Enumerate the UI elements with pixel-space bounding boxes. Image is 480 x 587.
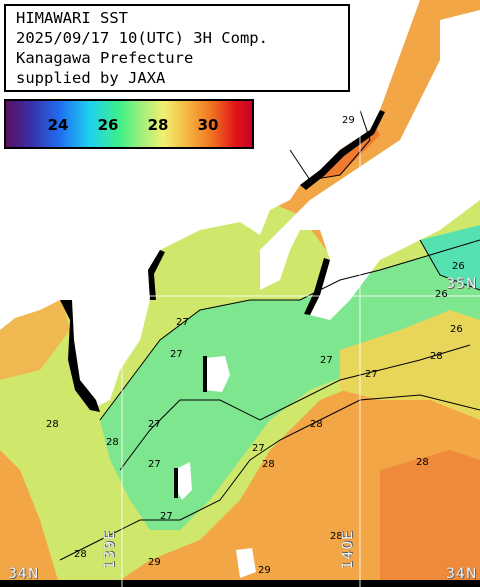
contour-label: 29 — [258, 565, 271, 576]
header-info-box: HIMAWARI SST 2025/09/17 10(UTC) 3H Comp.… — [4, 4, 350, 92]
contour-label: 28 — [262, 459, 275, 470]
lon-label-139e: 139E — [102, 530, 118, 570]
mask-izu-coast — [60, 300, 100, 412]
sst-band-27 — [100, 240, 480, 530]
mask-south-edge — [0, 580, 480, 587]
contour-label: 28 — [46, 419, 59, 430]
lat-label-35n-right: 35N — [446, 276, 478, 292]
lon-label-140e: 140E — [340, 530, 356, 570]
contour-label: 28 — [430, 351, 443, 362]
contour-label: 26 — [450, 324, 463, 335]
mask-boso-coast — [304, 258, 330, 315]
colorbar-legend: 24 26 28 30 — [4, 99, 254, 149]
sst-band-26 — [420, 225, 480, 290]
contour-label: 27 — [148, 459, 161, 470]
contour-28-south — [59, 394, 480, 561]
colorbar-tick-label: 24 — [47, 116, 69, 134]
contours — [59, 109, 480, 561]
header-credit: supplied by JAXA — [16, 69, 166, 87]
contour-label: 27 — [320, 355, 333, 366]
header-title: HIMAWARI SST — [16, 9, 128, 27]
mask-island-2 — [174, 468, 178, 498]
land-island-2 — [176, 462, 192, 500]
contour-label: 28 — [416, 457, 429, 468]
contour-28 — [99, 239, 480, 421]
contour-label: 27 — [176, 317, 189, 328]
contour-27 — [119, 344, 471, 471]
header-region: Kanagawa Prefecture — [16, 49, 194, 67]
header-datetime: 2025/09/17 10(UTC) 3H Comp. — [16, 29, 268, 47]
mask-sagami-coast — [300, 110, 385, 190]
contour-label: 27 — [170, 349, 183, 360]
lat-label-34n-right: 34N — [446, 566, 478, 582]
colorbar-tick-label: 28 — [147, 116, 169, 134]
contour-label: 28 — [330, 531, 343, 542]
land-island-3 — [236, 548, 256, 578]
contour-label: 26 — [452, 261, 465, 272]
colorbar-tick-label: 26 — [97, 116, 119, 134]
sst-band-28-east — [340, 310, 480, 420]
contour-label: 26 — [435, 289, 448, 300]
contour-label: 27 — [160, 511, 173, 522]
contour-label: 29 — [148, 557, 161, 568]
land-miura-boso — [260, 10, 480, 320]
contour-label: 28 — [74, 549, 87, 560]
contour-label: 27 — [148, 419, 161, 430]
lat-label-34n-left: 34N — [8, 566, 40, 582]
sst-band-30-south — [380, 450, 480, 587]
contour-29 — [289, 109, 371, 181]
mask-bay-coast — [148, 250, 165, 300]
contour-label: 29 — [342, 115, 355, 126]
contour-label: 28 — [106, 437, 119, 448]
contour-label: 27 — [365, 369, 378, 380]
contour-26 — [419, 239, 480, 291]
missing-data — [0, 110, 480, 587]
contour-label: 27 — [252, 443, 265, 454]
land-island-1 — [205, 356, 230, 392]
mask-island-1 — [203, 356, 207, 392]
colorbar-tick-label: 30 — [197, 116, 219, 134]
contour-label: 28 — [310, 419, 323, 430]
